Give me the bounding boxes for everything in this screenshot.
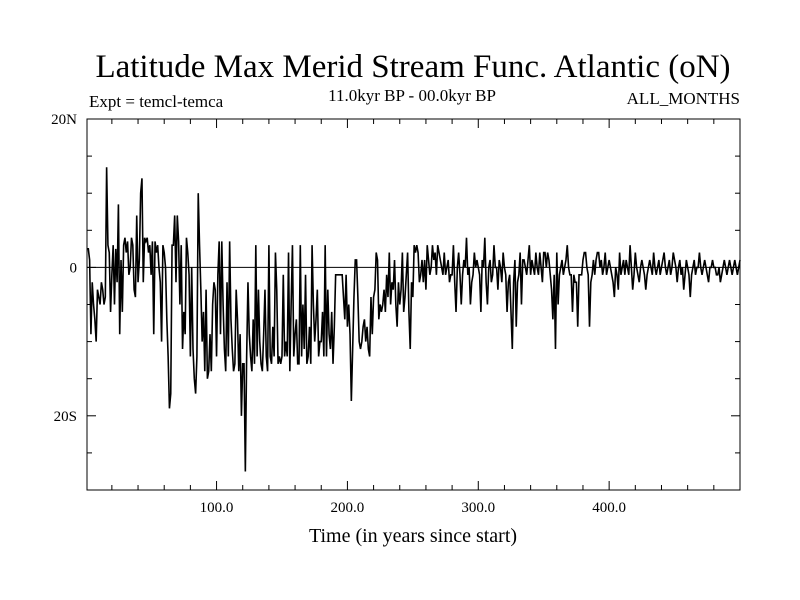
series-line-latitude — [87, 167, 741, 472]
x-tick-label: 100.0 — [200, 500, 234, 516]
chart-title: Latitude Max Merid Stream Func. Atlantic… — [95, 49, 730, 85]
y-tick-label: 0 — [70, 260, 78, 276]
x-axis-label: Time (in years since start) — [309, 525, 517, 547]
experiment-label: Expt = temcl-temca — [89, 92, 224, 111]
y-tick-label: 20N — [51, 112, 77, 128]
months-label: ALL_MONTHS — [627, 89, 740, 108]
x-tick-label: 400.0 — [592, 500, 626, 516]
plot-frame — [86, 118, 741, 491]
series-group — [87, 167, 741, 472]
y-tick-label: 20S — [54, 409, 77, 425]
time-range-label: 11.0kyr BP - 00.0kyr BP — [328, 86, 496, 105]
x-tick-label: 300.0 — [461, 500, 495, 516]
x-tick-label: 200.0 — [331, 500, 365, 516]
